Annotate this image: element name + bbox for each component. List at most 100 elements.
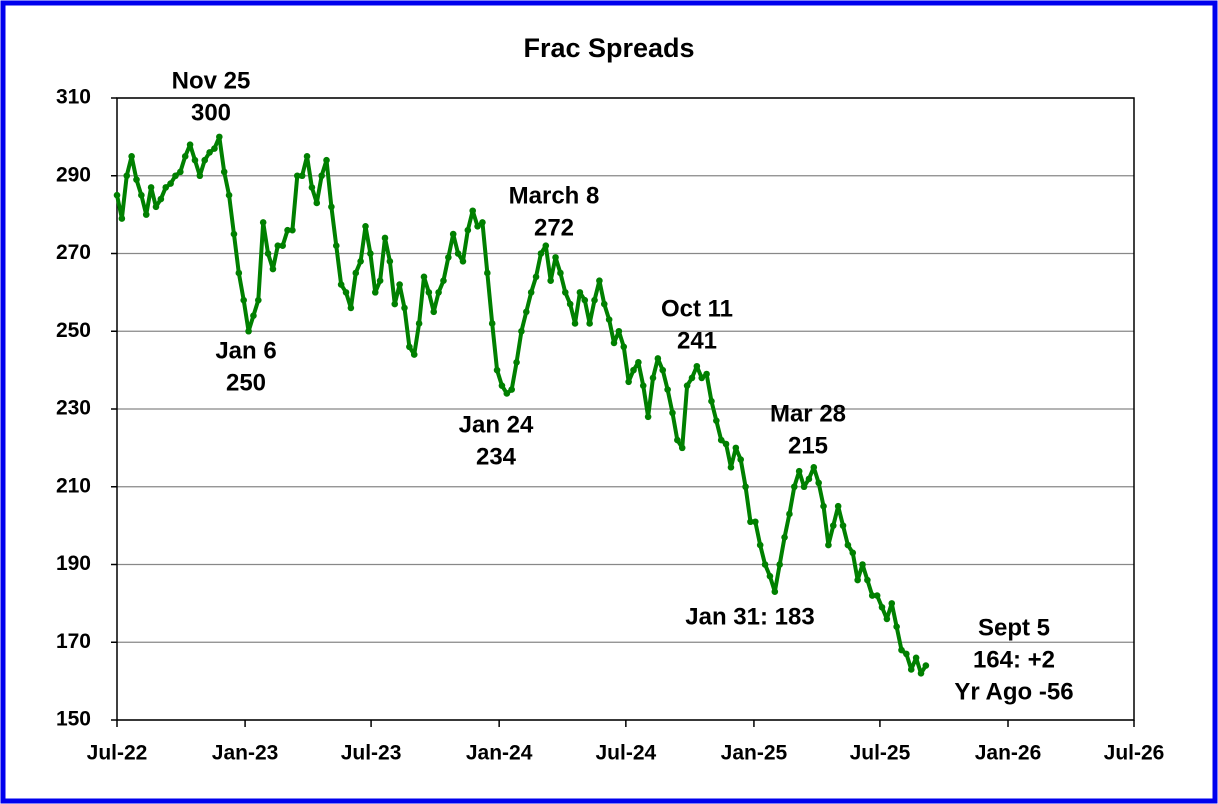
annotation: Jan 6 (215, 337, 276, 364)
point (240, 296, 247, 304)
point (591, 296, 598, 304)
point (298, 172, 306, 180)
point (566, 300, 574, 308)
point (523, 308, 530, 316)
point (849, 549, 857, 557)
x-tick-label: Jul-26 (1104, 742, 1165, 765)
y-tick-label: 210 (56, 474, 91, 497)
point (152, 203, 160, 211)
point (834, 502, 842, 510)
point (230, 230, 238, 238)
point (391, 300, 399, 308)
point (142, 211, 150, 218)
point (654, 355, 662, 362)
point (805, 475, 813, 483)
point (435, 289, 442, 296)
point (328, 203, 335, 211)
point (493, 366, 501, 374)
point (737, 456, 745, 463)
point (162, 184, 170, 191)
point (639, 382, 647, 389)
point (250, 312, 257, 320)
x-tick-label: Jul-22 (87, 742, 148, 765)
point (883, 615, 891, 623)
point (196, 172, 204, 180)
x-tick-label: Jan-26 (975, 742, 1042, 765)
annotation: Yr Ago -56 (954, 678, 1073, 705)
point (138, 191, 145, 199)
point (776, 561, 783, 568)
point (113, 191, 121, 199)
point (420, 273, 428, 281)
point (527, 289, 535, 296)
point (440, 277, 447, 285)
point (576, 289, 584, 296)
y-tick-label: 170 (56, 630, 91, 653)
annotation: Mar 28 (770, 400, 846, 427)
point (255, 296, 262, 304)
point (532, 273, 540, 281)
annotation: 215 (788, 432, 828, 459)
point (873, 592, 881, 599)
point (605, 316, 613, 323)
point (172, 172, 179, 180)
point (649, 374, 657, 382)
annotation: Jan 24 (459, 411, 534, 438)
point (191, 156, 199, 164)
point (430, 308, 438, 316)
point (766, 572, 774, 580)
point (829, 522, 837, 529)
y-tick-label: 310 (56, 86, 91, 109)
y-tick-label: 270 (56, 241, 91, 264)
point (211, 145, 218, 152)
point (454, 250, 462, 257)
point (147, 184, 155, 191)
point (708, 397, 715, 405)
point (279, 242, 286, 250)
point (220, 168, 228, 176)
point (898, 646, 905, 654)
point (264, 250, 272, 257)
point (600, 300, 608, 308)
point (362, 222, 369, 230)
point (342, 289, 350, 296)
point (503, 390, 511, 397)
point (513, 359, 520, 366)
x-tick-label: Jan-25 (721, 742, 788, 765)
point (313, 199, 321, 207)
annotation: Oct 11 (661, 295, 733, 322)
point (537, 250, 545, 257)
point (552, 254, 559, 261)
point (547, 277, 554, 285)
point (596, 277, 603, 285)
point (167, 180, 174, 187)
point (610, 339, 618, 347)
point (177, 168, 184, 176)
x-tick-label: Jul-25 (850, 742, 911, 765)
annotation: Sept 5 (978, 614, 1050, 641)
point (245, 327, 252, 335)
point (181, 153, 189, 160)
point (727, 464, 735, 471)
point (284, 226, 291, 234)
point (732, 444, 740, 452)
point (157, 195, 165, 203)
point (186, 141, 194, 148)
point (669, 409, 676, 417)
point (518, 327, 525, 335)
point (630, 366, 637, 374)
point (800, 483, 808, 491)
point (644, 413, 652, 421)
point (357, 257, 364, 265)
point (352, 269, 360, 277)
point (683, 382, 691, 389)
point (274, 242, 282, 250)
point (235, 269, 243, 277)
point (581, 296, 589, 304)
point (717, 436, 725, 444)
point (445, 254, 452, 261)
point (216, 133, 223, 141)
point (337, 281, 345, 288)
point (381, 234, 389, 242)
annotation: 300 (191, 99, 231, 126)
